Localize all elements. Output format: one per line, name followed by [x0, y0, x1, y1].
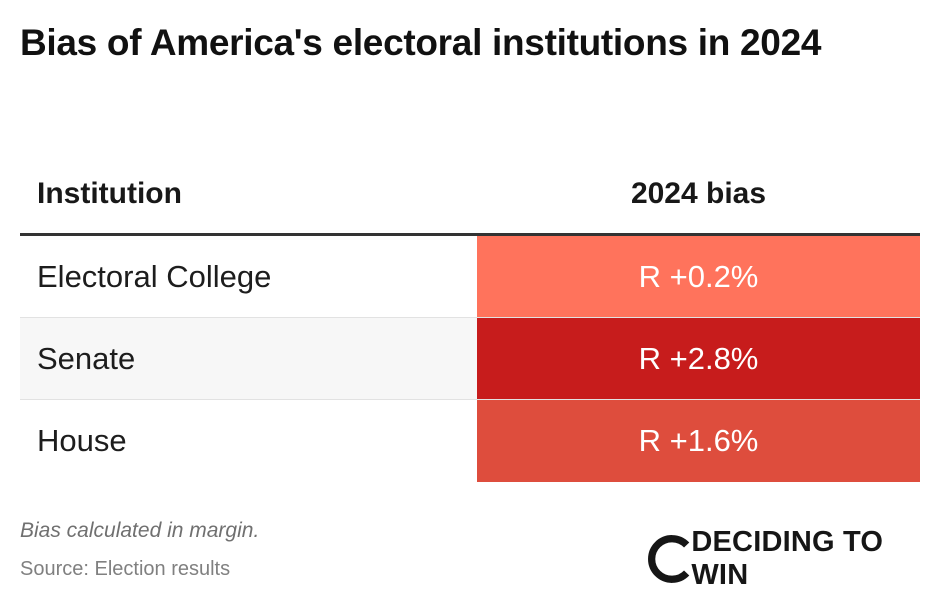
- bias-table: Institution 2024 bias Electoral College …: [20, 164, 920, 482]
- column-header-bias: 2024 bias: [630, 177, 767, 210]
- brand-logo: DECIDING TO WIN: [647, 526, 940, 591]
- institution-cell: Senate: [37, 341, 136, 376]
- chart-title: Bias of America's electoral institutions…: [20, 22, 822, 63]
- table-header: Institution 2024 bias: [20, 164, 920, 236]
- bias-cell: R +0.2%: [477, 236, 920, 317]
- table-row: House R +1.6%: [20, 400, 920, 482]
- c-ring-logo-icon: [648, 535, 690, 583]
- institution-cell: Electoral College: [37, 259, 272, 294]
- bias-cell: R +1.6%: [477, 400, 920, 482]
- source-note: Source: Election results: [20, 558, 231, 580]
- footnote: Bias calculated in margin.: [20, 519, 260, 542]
- institution-cell: House: [37, 423, 127, 458]
- table-row: Senate R +2.8%: [20, 318, 920, 400]
- logo-wordmark: DECIDING TO WIN: [691, 526, 884, 591]
- table-row: Electoral College R +0.2%: [20, 236, 920, 318]
- bias-cell: R +2.8%: [477, 318, 920, 399]
- column-header-institution: Institution: [37, 177, 182, 210]
